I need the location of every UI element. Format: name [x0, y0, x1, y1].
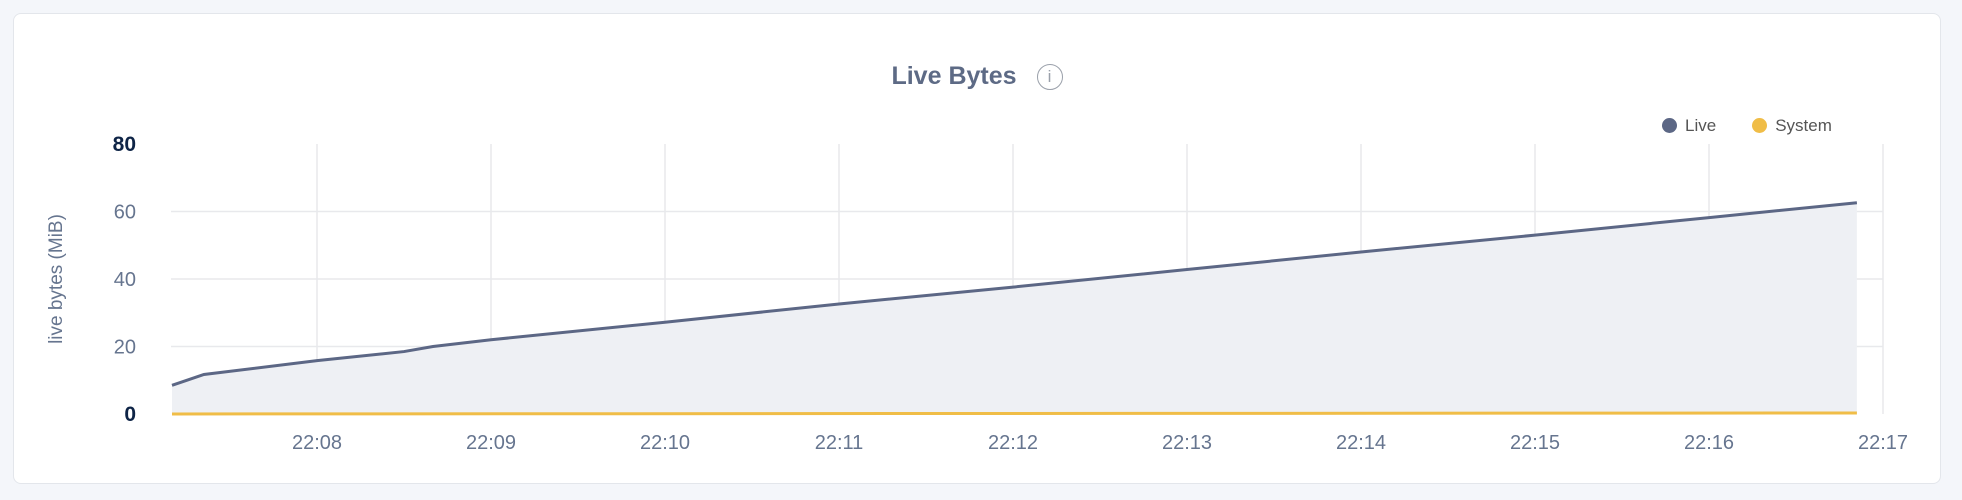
y-tick-label: 80	[113, 133, 136, 156]
info-icon[interactable]: i	[1036, 64, 1063, 90]
legend-item-live[interactable]: Live	[1662, 116, 1716, 136]
x-tick-label: 22:12	[988, 432, 1038, 454]
x-tick-label: 22:08	[292, 432, 342, 454]
legend-item-system[interactable]: System	[1752, 116, 1832, 136]
y-tick-label: 60	[114, 202, 136, 224]
x-tick-label: 22:14	[1336, 432, 1386, 454]
legend-dot-system	[1752, 118, 1768, 133]
x-tick-label: 22:16	[1684, 432, 1734, 454]
y-tick-label: 40	[114, 269, 136, 291]
legend: Live System	[1662, 116, 1832, 136]
x-tick-label: 22:15	[1510, 432, 1560, 454]
legend-label-live: Live	[1685, 116, 1717, 135]
live-area	[172, 202, 1857, 414]
x-tick-label: 22:10	[640, 432, 690, 454]
y-tick-label: 0	[124, 403, 136, 426]
x-tick-label: 22:09	[466, 432, 516, 454]
x-tick-label: 22:11	[815, 432, 864, 454]
chart-title: Live Bytes i	[14, 62, 1940, 91]
chart-title-text: Live Bytes	[891, 62, 1017, 90]
legend-dot-live	[1662, 118, 1677, 133]
system-line	[171, 411, 1857, 416]
live-line	[171, 201, 1858, 387]
y-axis-label: live bytes (MiB)	[46, 214, 67, 344]
x-tick-label: 22:17	[1858, 432, 1908, 454]
legend-label-system: System	[1775, 116, 1832, 135]
y-tick-label: 20	[114, 337, 136, 359]
x-tick-label: 22:13	[1162, 432, 1212, 454]
